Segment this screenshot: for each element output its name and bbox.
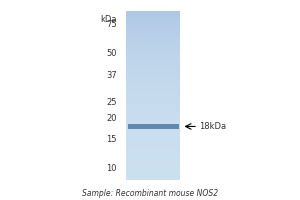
Text: kDa: kDa [100, 15, 117, 24]
Text: 18kDa: 18kDa [200, 122, 226, 131]
Text: 37: 37 [106, 71, 117, 80]
Text: 20: 20 [106, 114, 117, 123]
Text: 10: 10 [106, 164, 117, 173]
Text: 15: 15 [106, 135, 117, 144]
Text: 50: 50 [106, 49, 117, 58]
Text: 75: 75 [106, 20, 117, 29]
Text: Sample: Recombinant mouse NOS2: Sample: Recombinant mouse NOS2 [82, 189, 218, 198]
Text: 25: 25 [106, 98, 117, 107]
